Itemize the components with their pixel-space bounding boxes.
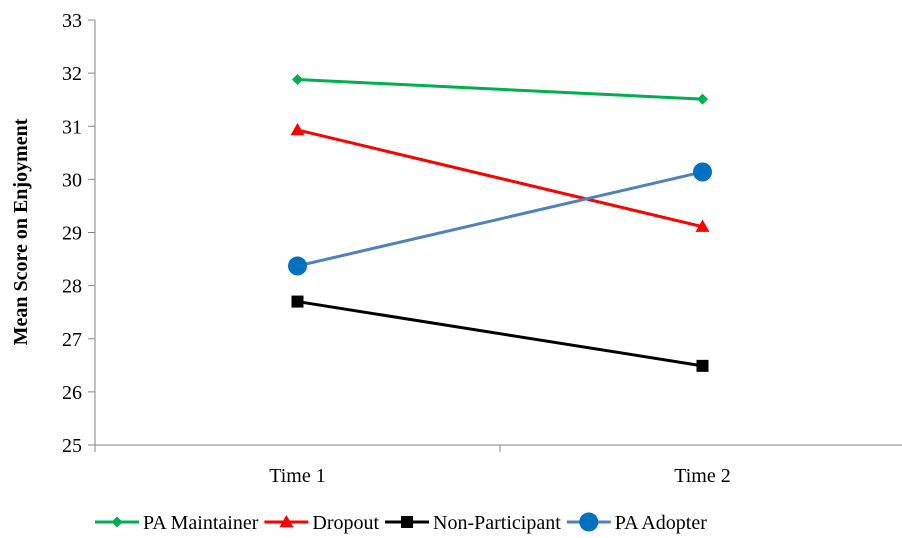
legend-item: Non-Participant (385, 512, 561, 534)
y-axis-title: Mean Score on Enjoyment (10, 118, 32, 345)
legend-label: Dropout (312, 512, 379, 534)
data-point (288, 256, 307, 276)
data-point (291, 295, 304, 308)
y-axis-ticks: 25 26 27 28 29 30 31 32 33 (62, 10, 95, 457)
y-tick-label: 31 (62, 116, 82, 138)
x-tick-label: Time 2 (674, 465, 731, 487)
y-tick-label: 25 (62, 435, 82, 457)
series-line (297, 300, 703, 368)
x-axis-ticks: Time 1 Time 2 (94, 445, 731, 487)
series-dropout (290, 122, 710, 232)
y-tick-label: 32 (62, 63, 82, 85)
legend-marker (279, 515, 294, 528)
series-non-participant (291, 295, 709, 372)
series-line (297, 78, 703, 101)
series-line (297, 128, 703, 229)
data-point (696, 359, 709, 372)
data-point (695, 219, 710, 232)
data-point (693, 162, 712, 182)
legend-label: PA Maintainer (143, 512, 259, 534)
y-tick-label: 26 (62, 382, 82, 404)
plot-area (288, 74, 712, 372)
y-tick-label: 28 (62, 276, 82, 298)
legend-marker (111, 516, 123, 528)
legend-label: PA Adopter (615, 512, 707, 534)
series-pa-adopter (288, 162, 712, 276)
y-tick-label: 29 (62, 223, 82, 245)
y-tick-label: 27 (62, 329, 82, 351)
data-point (292, 74, 303, 85)
y-tick-label: 30 (62, 169, 82, 191)
legend-item: PA Adopter (566, 512, 707, 534)
legend-item: PA Maintainer (95, 512, 259, 534)
legend-marker (579, 512, 599, 532)
legend-marker (401, 516, 414, 528)
data-point (697, 93, 708, 105)
series-line (297, 170, 703, 268)
x-tick-label: Time 1 (269, 465, 326, 487)
data-point (290, 122, 305, 136)
y-tick-label: 33 (62, 10, 82, 32)
series-pa-maintainer (292, 74, 708, 105)
y-axis: 25 26 27 28 29 30 31 32 33 Mean Score on Enjoyme… (10, 10, 96, 457)
legend: PA Maintainer Dropout Non-Participant PA Ad… (95, 512, 707, 534)
legend-label: Non-Participant (433, 512, 561, 534)
x-axis: Time 1 Time 2 (94, 444, 902, 487)
legend-item: Dropout (264, 512, 379, 534)
